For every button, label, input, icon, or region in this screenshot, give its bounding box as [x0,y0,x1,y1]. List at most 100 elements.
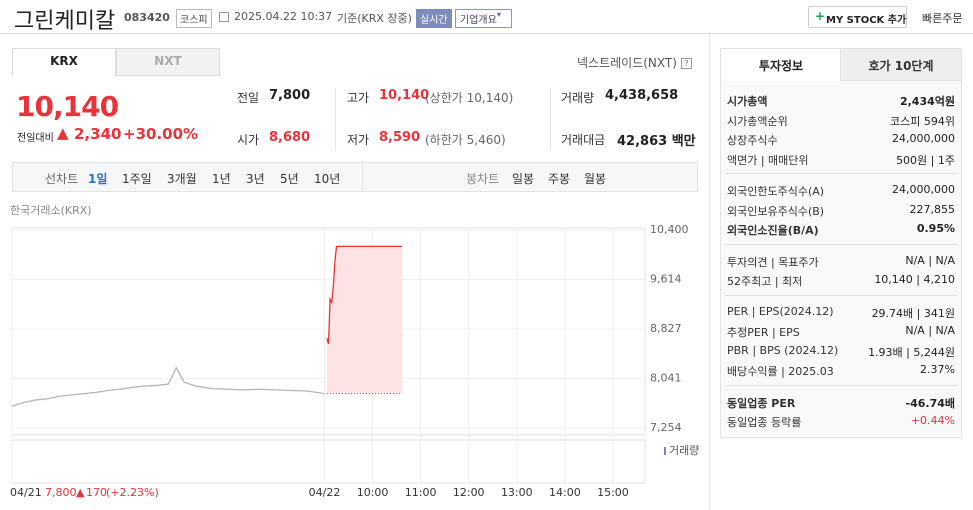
stat-value: 42,863 백만 [617,134,696,149]
info-value: N/A | N/A [905,324,955,337]
volume-label: 거래량 [669,444,699,457]
info-value: N/A | N/A [905,253,955,267]
stat-label: 고가 [347,91,370,105]
stat-value: 7,800 [269,88,311,103]
change: 2,340 [74,125,122,143]
help-icon: ? [680,58,692,69]
x-tick-label: 11:00 [405,486,437,499]
basis: 기준(KRX 장중) [337,12,412,25]
price-line [11,366,325,407]
x-tick-label: 13:00 [501,486,533,499]
info-label: 52주최고 | 최저 [727,275,803,288]
chart-source: 한국거래소(KRX) [10,204,92,217]
separator [362,163,363,191]
info-label: 투자의견 | 목표주가 [727,255,819,269]
period-item[interactable]: 월봉 [584,172,607,186]
group-separator [725,384,957,386]
stat-label: 거래량 [561,91,595,105]
nxt-link-text: 넥스트레이드(NXT) [577,56,677,70]
stat-value: 8,680 [269,130,311,145]
period-item[interactable]: 3년 [246,172,265,186]
x-tick-label: 10:00 [357,486,389,499]
info-tab[interactable] [841,49,961,81]
info-label: 액면가 | 매매단위 [727,153,809,167]
plus-icon: + [815,9,826,23]
x-tick-label: 14:00 [549,486,581,499]
period-item[interactable]: 3개월 [167,172,197,186]
info-tab-label: 호가 10단계 [868,59,934,73]
x-tick-label: 12:00 [453,486,485,499]
stat-extra: (상한가 10,140) [425,91,514,105]
footer-arrow: ▲ [76,486,85,499]
separator [709,34,710,510]
calendar-icon [219,12,229,22]
company-button[interactable]: 기업개요 [455,9,512,28]
nxt-link[interactable]: 넥스트레이드(NXT)? [577,54,692,71]
y-tick-label: 8,827 [650,322,682,335]
info-label: 외국인소진율(B/A) [727,224,819,237]
period-item[interactable]: 주봉 [548,172,571,186]
period-item[interactable]: 1주일 [122,172,152,186]
stat-extra: (하한가 5,460) [425,133,506,147]
market-badge: 코스피 [176,9,212,28]
info-tab[interactable] [721,49,841,81]
info-value: 500원 | 1주 [896,153,955,167]
info-label: 동일업종 등락률 [727,416,802,429]
info-value: 1.93배 | 5,244원 [868,345,955,359]
info-label: PER | EPS(2024.12) [727,304,834,318]
quick-order[interactable]: 빠른주문 [922,12,963,25]
x-tick-label: 15:00 [597,486,629,499]
info-value: 10,140 | 4,210 [874,273,955,286]
x-tick-label: 04/21 [10,486,42,499]
tab-label: KRX [50,54,78,68]
info-value: +0.44% [910,414,955,427]
period-item[interactable]: 1일 [88,172,108,186]
realtime-badge: 실시간 [416,9,452,28]
group-separator [725,173,957,174]
change-label: 전일대비 [17,133,54,144]
stat-label: 거래대금 [561,133,606,147]
info-tab-label: 투자정보 [758,59,804,73]
mystock-button[interactable] [808,6,907,28]
group-separator [725,243,957,245]
footer-price: 7,800 [45,486,77,499]
period-item[interactable]: 5년 [280,172,299,186]
x-tick-label: 04/22 [309,486,341,499]
mystock-label: MY STOCK 추가 [826,15,907,26]
tab-nxt[interactable] [116,48,220,76]
price-line [326,245,403,345]
stat-label: 저가 [347,133,370,147]
stock-name: 그린케미칼 [14,9,116,34]
period-label: 봉차트 [466,172,500,186]
info-label: 외국인한도주식수(A) [727,185,825,198]
divider [0,33,973,34]
stat-label: 전일 [237,91,260,105]
period-item[interactable]: 1년 [212,172,231,186]
up-arrow: ▲ [57,124,69,142]
chart: 한국거래소(KRX) 거래량 7,800 ▲ 170 (+2.23%) 7,25… [10,204,699,499]
dropdown-arrow: ▾ [497,10,502,19]
info-value: 2,434억원 [899,95,955,108]
tab-label: NXT [154,54,182,68]
period-item[interactable]: 10년 [314,172,341,186]
volume-frame [11,439,646,484]
info-value: -46.74배 [905,396,955,410]
info-label: 외국인보유주식수(B) [727,204,825,218]
separator [550,88,551,150]
datetime: 2025.04.22 10:37 [234,10,333,23]
info-value: 코스피 594위 [890,114,955,128]
info-value: 0.95% [916,222,955,235]
stat-value: 8,590 [379,130,421,145]
change-rate: +30.00% [123,125,199,143]
period-item[interactable]: 일봉 [512,172,535,186]
tab-krx[interactable] [12,48,116,76]
info-value: 24,000,000 [892,132,955,145]
current-price: 10,140 [16,90,119,123]
footer-change: 170 [86,486,107,499]
info-value: 29.74배 | 341원 [871,306,955,320]
stat-label: 시가 [237,133,260,147]
period-label: 선차트 [45,172,79,186]
period-bar [12,162,698,192]
info-label: 시가총액 [727,95,768,108]
y-tick-label: 9,614 [650,272,682,285]
